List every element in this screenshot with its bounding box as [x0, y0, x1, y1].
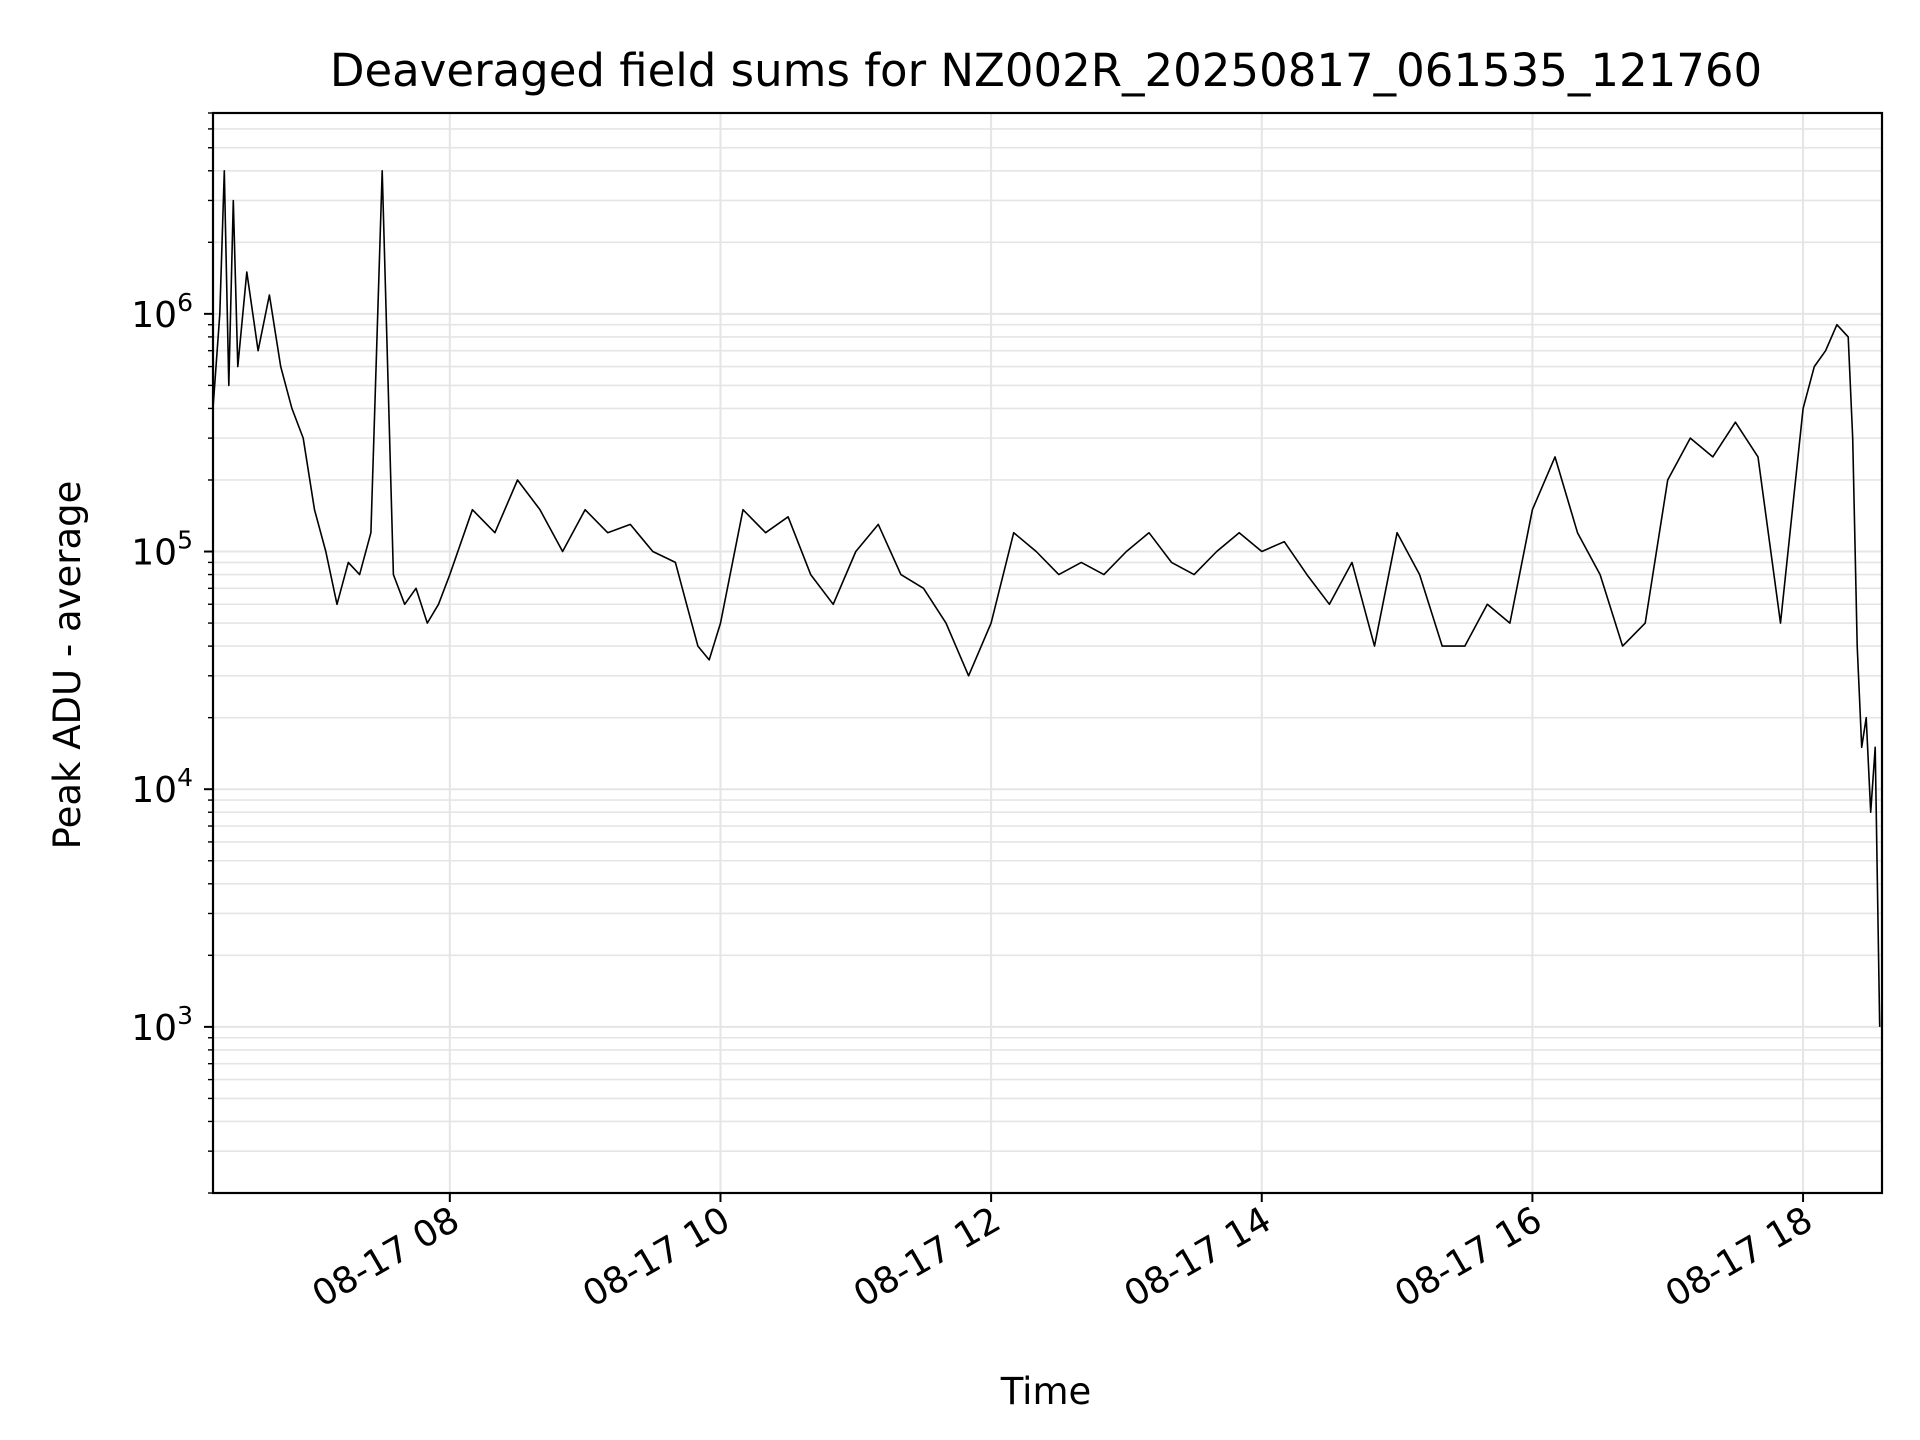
- series-layer: [212, 170, 1881, 1027]
- y-tick-label: 104: [131, 763, 193, 811]
- y-tick-label: 103: [131, 1001, 193, 1049]
- chart-title: Deaveraged field sums for NZ002R_2025081…: [330, 44, 1762, 97]
- series-line: [212, 170, 1881, 1027]
- y-tick-label: 105: [131, 526, 193, 574]
- plot-frame: [211, 111, 1884, 1195]
- y-tick-label: 106: [131, 288, 193, 336]
- y-axis-ticks: 103 104 105 106: [131, 112, 213, 1194]
- grid-lines: [213, 112, 1882, 1194]
- y-axis-label: Peak ADU - average: [46, 481, 89, 850]
- x-axis-label: Time: [1000, 1370, 1092, 1413]
